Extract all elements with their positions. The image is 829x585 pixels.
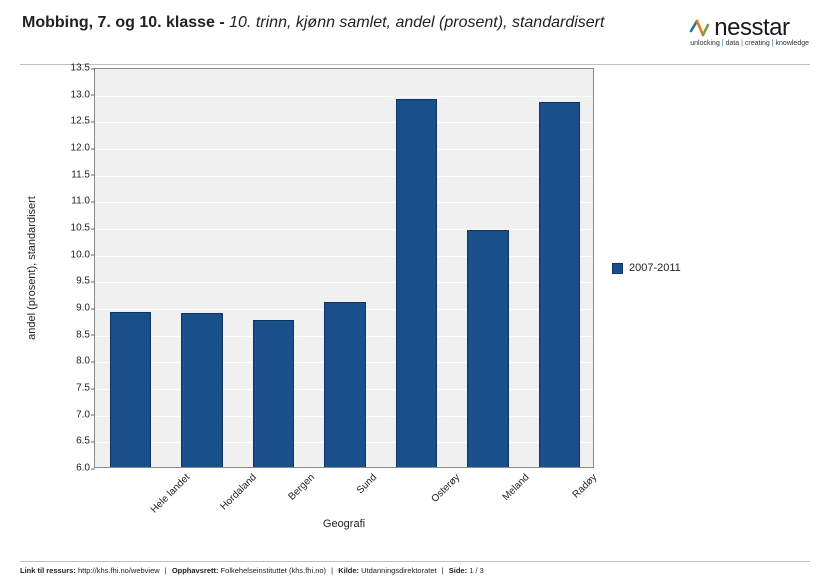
x-axis-label: Geografi xyxy=(94,518,594,530)
footer-link-label: Link til ressurs: xyxy=(20,566,76,575)
nesstar-logo: nesstar unlocking | data | creating | kn… xyxy=(688,14,809,47)
grid-line xyxy=(95,176,593,177)
chart-plot xyxy=(94,68,594,468)
y-tick: 12.5 xyxy=(22,116,90,127)
bar xyxy=(253,320,294,467)
x-tick: Meland xyxy=(500,472,531,503)
grid-line xyxy=(95,96,593,97)
chart-title-subtitle: 10. trinn, kjønn samlet, andel (prosent)… xyxy=(229,14,604,31)
x-tick: Hordaland xyxy=(219,472,259,512)
x-tick: Bergen xyxy=(286,472,317,503)
y-tick: 7.5 xyxy=(22,383,90,394)
bar xyxy=(324,302,365,467)
chart-area: andel (prosent), standardisert Geografi … xyxy=(22,68,722,538)
y-tick: 6.0 xyxy=(22,463,90,474)
y-tick: 13.0 xyxy=(22,89,90,100)
y-tick: 11.0 xyxy=(22,196,90,207)
grid-line xyxy=(95,282,593,283)
chart-title-prefix: Mobbing, 7. og 10. klasse - xyxy=(22,14,229,31)
footer-copyright-value: Folkehelseinstituttet (khs.fhi.no) xyxy=(221,566,326,575)
legend: 2007-2011 xyxy=(612,262,681,274)
grid-line xyxy=(95,122,593,123)
title-block: Mobbing, 7. og 10. klasse - 10. trinn, k… xyxy=(22,14,604,32)
y-tick: 8.5 xyxy=(22,329,90,340)
x-tick: Sund xyxy=(355,472,379,496)
y-axis-label: andel (prosent), standardisert xyxy=(26,196,38,340)
footer-page-label: Side: xyxy=(449,566,467,575)
y-tick: 13.5 xyxy=(22,63,90,74)
nesstar-tagline: unlocking | data | creating | knowledge xyxy=(690,40,809,47)
y-tick: 7.0 xyxy=(22,409,90,420)
footer-link-value: http://khs.fhi.no/webview xyxy=(78,566,160,575)
grid-line xyxy=(95,202,593,203)
y-tick: 10.5 xyxy=(22,223,90,234)
x-tick: Hele landet xyxy=(149,472,193,516)
header: Mobbing, 7. og 10. klasse - 10. trinn, k… xyxy=(0,0,829,53)
legend-label: 2007-2011 xyxy=(629,262,681,274)
legend-swatch xyxy=(612,263,623,274)
footer-page-value: 1 / 3 xyxy=(469,566,484,575)
footer-source-value: Utdanningsdirektoratet xyxy=(361,566,436,575)
bar xyxy=(181,313,222,467)
nesstar-logo-text: nesstar xyxy=(714,14,789,42)
y-tick: 12.0 xyxy=(22,143,90,154)
header-divider xyxy=(20,64,810,65)
grid-line xyxy=(95,256,593,257)
y-tick: 10.0 xyxy=(22,249,90,260)
footer-divider xyxy=(20,561,810,562)
y-tick: 6.5 xyxy=(22,436,90,447)
x-tick: Osterøy xyxy=(430,472,463,505)
footer-source-label: Kilde: xyxy=(338,566,359,575)
footer: Link til ressurs: http://khs.fhi.no/webv… xyxy=(20,561,810,575)
footer-text: Link til ressurs: http://khs.fhi.no/webv… xyxy=(20,566,810,575)
bar xyxy=(539,102,580,467)
y-tick: 8.0 xyxy=(22,356,90,367)
x-tick: Radøy xyxy=(571,472,600,501)
bar xyxy=(467,230,508,467)
bar xyxy=(110,312,151,467)
y-tick: 11.5 xyxy=(22,169,90,180)
y-tick: 9.0 xyxy=(22,303,90,314)
bar xyxy=(396,99,437,467)
grid-line xyxy=(95,149,593,150)
y-tick: 9.5 xyxy=(22,276,90,287)
nesstar-logo-icon xyxy=(688,17,710,39)
footer-copyright-label: Opphavsrett: xyxy=(172,566,219,575)
grid-line xyxy=(95,229,593,230)
